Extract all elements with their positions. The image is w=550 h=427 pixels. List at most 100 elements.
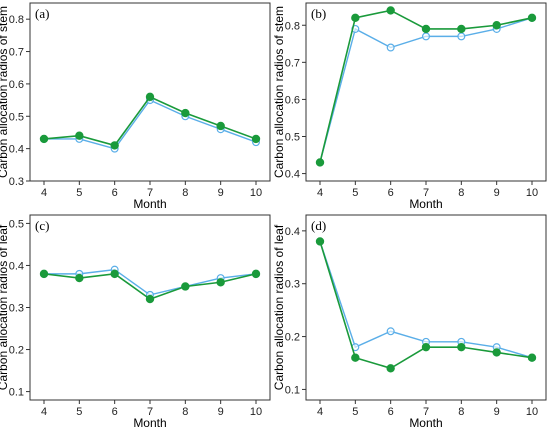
panel-label: (b) [311,6,326,21]
x-tick-label: 4 [41,406,47,418]
y-tick-label: 0.4 [9,144,24,156]
plot-frame [305,214,547,401]
y-tick-label: 0.5 [285,132,300,144]
data-point-filled [527,13,537,23]
data-point-filled [145,92,155,102]
y-tick-label: 0.6 [9,79,24,91]
x-tick-label: 6 [112,406,118,418]
x-tick-label: 10 [250,406,262,418]
x-tick-label: 6 [388,406,394,418]
data-point-filled [251,134,261,144]
y-axis-label: Carbon allocation radios of stem [272,6,286,178]
data-point-open [422,32,431,41]
data-point-filled [181,108,190,118]
x-tick-label: 9 [494,406,500,418]
data-point-filled [492,21,501,30]
x-axis-label: Month [409,416,442,427]
y-tick-label: 0.6 [285,94,300,106]
data-point-filled [39,269,49,279]
x-tick-label: 5 [76,187,82,199]
chart-panel-2: (b) 4 5 6 7 8 9 10 0.4 0.5 0.6 0.7 0.8 Month Carbon al… [272,2,547,211]
x-axis-label: Month [133,416,166,427]
x-tick-label: 4 [317,406,323,418]
data-point-filled [315,237,325,246]
x-tick-label: 5 [352,406,358,418]
y-tick-label: 0.4 [285,226,300,238]
x-tick-label: 7 [423,406,429,418]
data-point-open [457,32,466,41]
data-point-filled [251,269,261,279]
x-tick-label: 4 [41,187,47,199]
y-tick-label: 0.5 [9,218,24,230]
x-tick-label: 7 [423,187,429,199]
x-tick-label: 5 [76,406,82,418]
y-tick-label: 0.3 [9,303,24,315]
data-point-filled [351,353,360,362]
x-tick-label: 7 [147,406,153,418]
x-tick-label: 5 [352,187,358,199]
data-point-filled [315,158,325,167]
x-tick-label: 10 [526,406,538,418]
data-point-filled [492,348,501,357]
x-axis-label: Month [133,197,166,211]
y-axis-label: Carbon allocation radios of stem [0,6,10,178]
data-point-filled [75,131,84,140]
x-tick-label: 8 [458,406,464,418]
y-tick-label: 0.7 [9,47,24,59]
y-tick-label: 0.4 [9,260,24,272]
y-tick-label: 0.2 [285,332,300,344]
y-axis-label: Carbon allocation radios of leaf [272,224,286,390]
data-point-open [386,327,395,336]
data-point-filled [527,353,537,362]
panel-label: (a) [35,6,49,21]
x-axis-label: Month [409,197,442,211]
y-axis-label: Carbon allocation radios of leaf [0,224,10,390]
y-tick-label: 0.3 [9,176,24,188]
x-tick-label: 8 [182,406,188,418]
data-point-filled [421,24,431,34]
plot-frame [29,2,271,182]
x-tick-label: 9 [218,406,224,418]
x-tick-label: 10 [526,187,538,199]
data-point-filled [216,278,225,287]
x-tick-label: 4 [317,187,323,199]
plot-frame [29,214,271,401]
x-tick-label: 10 [250,187,262,199]
data-point-filled [216,121,225,131]
data-point-filled [145,294,155,304]
y-tick-label: 0.2 [9,345,24,357]
y-tick-label: 0.4 [285,169,300,181]
y-tick-label: 0.3 [285,279,300,291]
data-point-filled [39,134,49,144]
data-point-filled [110,141,119,150]
x-tick-label: 9 [494,187,500,199]
data-point-filled [351,13,360,23]
y-tick-label: 0.1 [9,387,24,399]
x-tick-label: 7 [147,187,153,199]
data-point-filled [75,273,84,283]
data-point-filled [181,282,190,291]
panel-label: (d) [311,218,326,233]
data-point-open [386,43,395,52]
data-point-filled [421,342,431,352]
data-point-filled [457,24,466,34]
x-tick-label: 8 [458,187,464,199]
y-tick-label: 0.8 [9,14,24,26]
y-tick-label: 0.5 [9,111,24,123]
data-point-filled [457,342,466,352]
y-tick-label: 0.7 [285,57,300,69]
chart-panel-4: (d) 4 5 6 7 8 9 10 0.1 0.2 0.3 0.4 Month Carbon alloc… [272,214,547,427]
y-tick-label: 0.1 [285,384,300,396]
x-tick-label: 6 [388,187,394,199]
data-point-filled [386,6,395,15]
x-tick-label: 9 [218,187,224,199]
chart-panel-3: (c) 4 5 6 7 8 9 10 0.1 0.2 0.3 0.4 0.5 Month Carbon al… [0,214,271,427]
chart-panel-1: (a) 4 5 6 7 8 9 10 0.3 0.4 0.5 0.6 0.7 0.8 Month Carbon… [0,2,271,211]
x-tick-label: 8 [182,187,188,199]
x-tick-label: 6 [112,187,118,199]
y-tick-label: 0.8 [285,20,300,32]
data-point-filled [110,269,119,279]
data-point-filled [386,364,395,373]
panel-label: (c) [35,218,49,233]
